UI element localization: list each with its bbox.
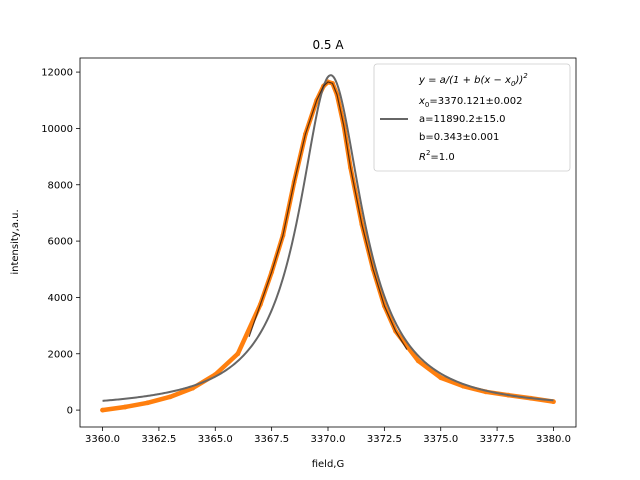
y-tick-label: 8000 <box>48 180 73 191</box>
y-tick-label: 0 <box>67 406 73 417</box>
x-tick-label: 3372.5 <box>367 434 402 445</box>
data-point <box>167 394 173 400</box>
legend-box <box>373 63 571 172</box>
legend: y = a/(1 + b(x − x0))2 x0=3370.121±0.002… <box>373 63 571 172</box>
data-point <box>100 407 105 413</box>
x-tick-label: 3360.0 <box>85 434 120 445</box>
legend-b: b=0.343±0.001 <box>419 132 499 143</box>
y-tick-label: 12000 <box>41 68 73 79</box>
legend-a: a=11890.2±15.0 <box>419 114 506 125</box>
x-tick-label: 3380.0 <box>536 434 571 445</box>
x-tick-label: 3365.0 <box>198 434 233 445</box>
x-tick-label: 3362.5 <box>141 434 176 445</box>
data-overlay-line <box>248 81 408 350</box>
fit-curve <box>102 74 554 402</box>
y-tick-label: 6000 <box>48 237 73 248</box>
legend-formula: y = a/(1 + b(x − x0))2 <box>418 72 528 88</box>
data-point <box>415 358 421 364</box>
y-axis: 0 2000 4000 6000 8000 10000 12000 <box>41 68 80 417</box>
data-point <box>145 400 151 406</box>
plot-area <box>100 74 556 413</box>
legend-r2: R2=1.0 <box>419 149 455 163</box>
chart-title: 0.5 A <box>312 38 344 52</box>
y-tick-label: 4000 <box>48 293 73 304</box>
data-point <box>235 351 241 357</box>
x-axis-label: field,G <box>312 459 345 470</box>
x-tick-label: 3375.0 <box>423 434 458 445</box>
y-tick-label: 2000 <box>48 349 73 360</box>
y-tick-label: 10000 <box>41 124 73 135</box>
data-point <box>438 375 444 381</box>
data-point <box>122 404 128 410</box>
y-axis-label: intensity,a.u. <box>10 209 21 274</box>
x-axis: 3360.0 3362.5 3365.0 3367.5 3370.0 3372.5 3375… <box>85 427 571 445</box>
x-tick-label: 3367.5 <box>254 434 289 445</box>
x-tick-label: 3370.0 <box>311 434 346 445</box>
x-tick-label: 3377.5 <box>480 434 515 445</box>
legend-x0: x0=3370.121±0.002 <box>418 96 523 109</box>
